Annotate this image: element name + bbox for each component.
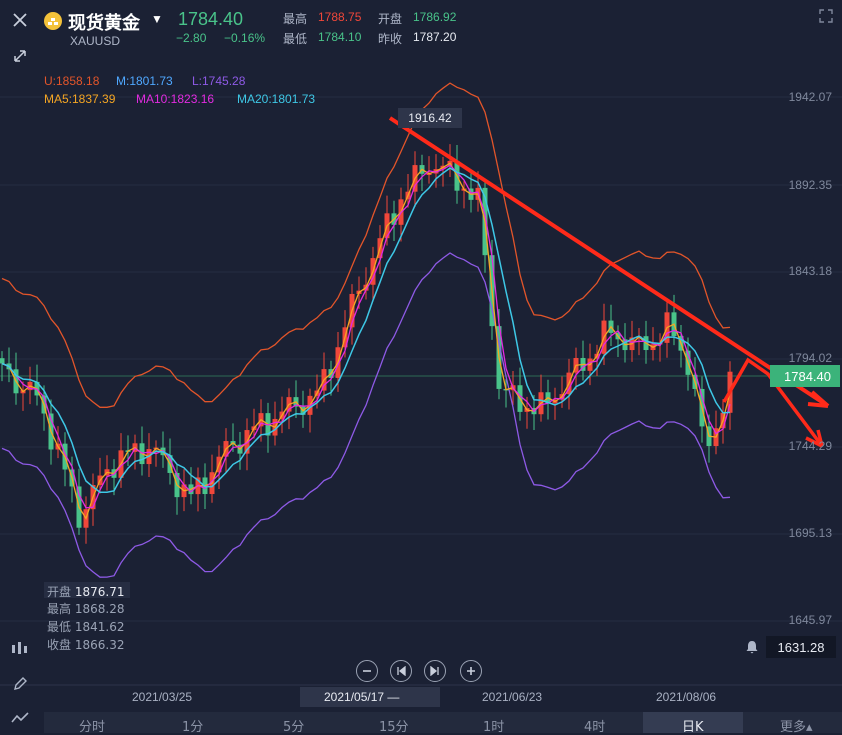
y-tick: 1695.13 <box>788 526 832 540</box>
open-value: 1786.92 <box>413 10 457 24</box>
boll-upper-line <box>1 82 731 408</box>
boll-upper: U:1858.18 <box>44 74 100 88</box>
boll-lower: L:1745.28 <box>192 74 246 88</box>
y-tick: 1843.18 <box>788 264 832 278</box>
gold-coin-icon <box>44 12 62 35</box>
tab-daily[interactable]: 日K <box>682 720 704 735</box>
ohlc-low: 最低 1841.62 <box>47 620 125 634</box>
low-value: 1784.10 <box>318 30 362 44</box>
boll-lower-line <box>1 252 731 578</box>
ohlc-close: 收盘 1866.32 <box>47 638 125 652</box>
pencil-icon[interactable] <box>4 670 36 698</box>
indicator-icon[interactable] <box>4 634 36 662</box>
close-icon[interactable] <box>4 6 36 34</box>
arrow-head <box>805 429 824 448</box>
chevron-down-icon[interactable]: ▼ <box>151 12 163 26</box>
jump-end-button[interactable] <box>424 660 446 682</box>
x-tick: 2021/08/06 <box>656 690 717 704</box>
ma20-value: MA20:1801.73 <box>237 92 316 106</box>
ohlc-high: 最高 1868.28 <box>47 602 125 616</box>
y-tick: 1794.02 <box>788 351 832 365</box>
crosshair-date: 2021/05/17 — <box>324 690 400 704</box>
y-tick: 1645.97 <box>788 613 832 627</box>
price-change: −2.80 <box>176 31 207 45</box>
ma10-line <box>1 164 731 509</box>
y-tick: 1892.35 <box>788 178 832 192</box>
ma5-value: MA5:1837.39 <box>44 92 116 106</box>
ma20-line <box>1 167 731 493</box>
prev-close-value: 1787.20 <box>413 30 457 44</box>
tab-15min[interactable]: 15分 <box>379 720 409 735</box>
ohlc-highlight <box>44 582 130 598</box>
tab-4h[interactable]: 4时 <box>584 720 606 735</box>
y-tick: 1942.07 <box>788 90 832 104</box>
bell-icon[interactable] <box>740 636 764 658</box>
boll-middle: M:1801.73 <box>116 74 173 88</box>
active-tab-bg <box>643 712 743 733</box>
low-label: 最低 <box>283 32 308 46</box>
instrument-symbol: XAUUSD <box>70 34 121 48</box>
y-tick: 1744.29 <box>788 439 832 453</box>
ma10-value: MA10:1823.16 <box>136 92 215 106</box>
zoom-out-button[interactable] <box>356 660 378 682</box>
x-tick: 2021/03/25 <box>132 690 193 704</box>
jump-start-button[interactable] <box>390 660 412 682</box>
tab-5min[interactable]: 5分 <box>283 720 305 735</box>
collapse-icon[interactable] <box>4 42 36 70</box>
crosshair-date-bg <box>300 687 440 707</box>
tab-timeshare[interactable]: 分时 <box>79 720 106 735</box>
trend-line <box>388 116 830 408</box>
current-price-tag: 1784.40 <box>770 365 840 387</box>
open-label: 开盘 <box>378 12 403 26</box>
tab-1min[interactable]: 1分 <box>182 720 204 735</box>
prev-close-label: 昨收 <box>378 32 403 46</box>
projection-arrow <box>722 357 824 448</box>
period-tabs <box>44 712 842 733</box>
tab-more[interactable]: 更多▴ <box>780 720 813 735</box>
peak-annotation: 1916.42 <box>398 108 462 128</box>
ma5-line <box>1 162 731 521</box>
high-label: 最高 <box>283 12 308 26</box>
candle-body <box>0 358 5 364</box>
arrow-head <box>807 390 830 408</box>
ohlc-open: 开盘 1876.71 <box>47 585 125 599</box>
line-chart-icon[interactable] <box>4 704 36 732</box>
tab-1h[interactable]: 1时 <box>483 720 505 735</box>
fullscreen-icon[interactable] <box>810 2 842 30</box>
last-price: 1784.40 <box>178 9 244 29</box>
alert-price[interactable]: 1631.28 <box>766 636 836 658</box>
zoom-in-button[interactable] <box>460 660 482 682</box>
high-value: 1788.75 <box>318 10 362 24</box>
instrument-title[interactable]: 现货黄金 <box>68 13 140 34</box>
x-tick: 2021/06/23 <box>482 690 543 704</box>
price-change-pct: −0.16% <box>224 31 266 45</box>
